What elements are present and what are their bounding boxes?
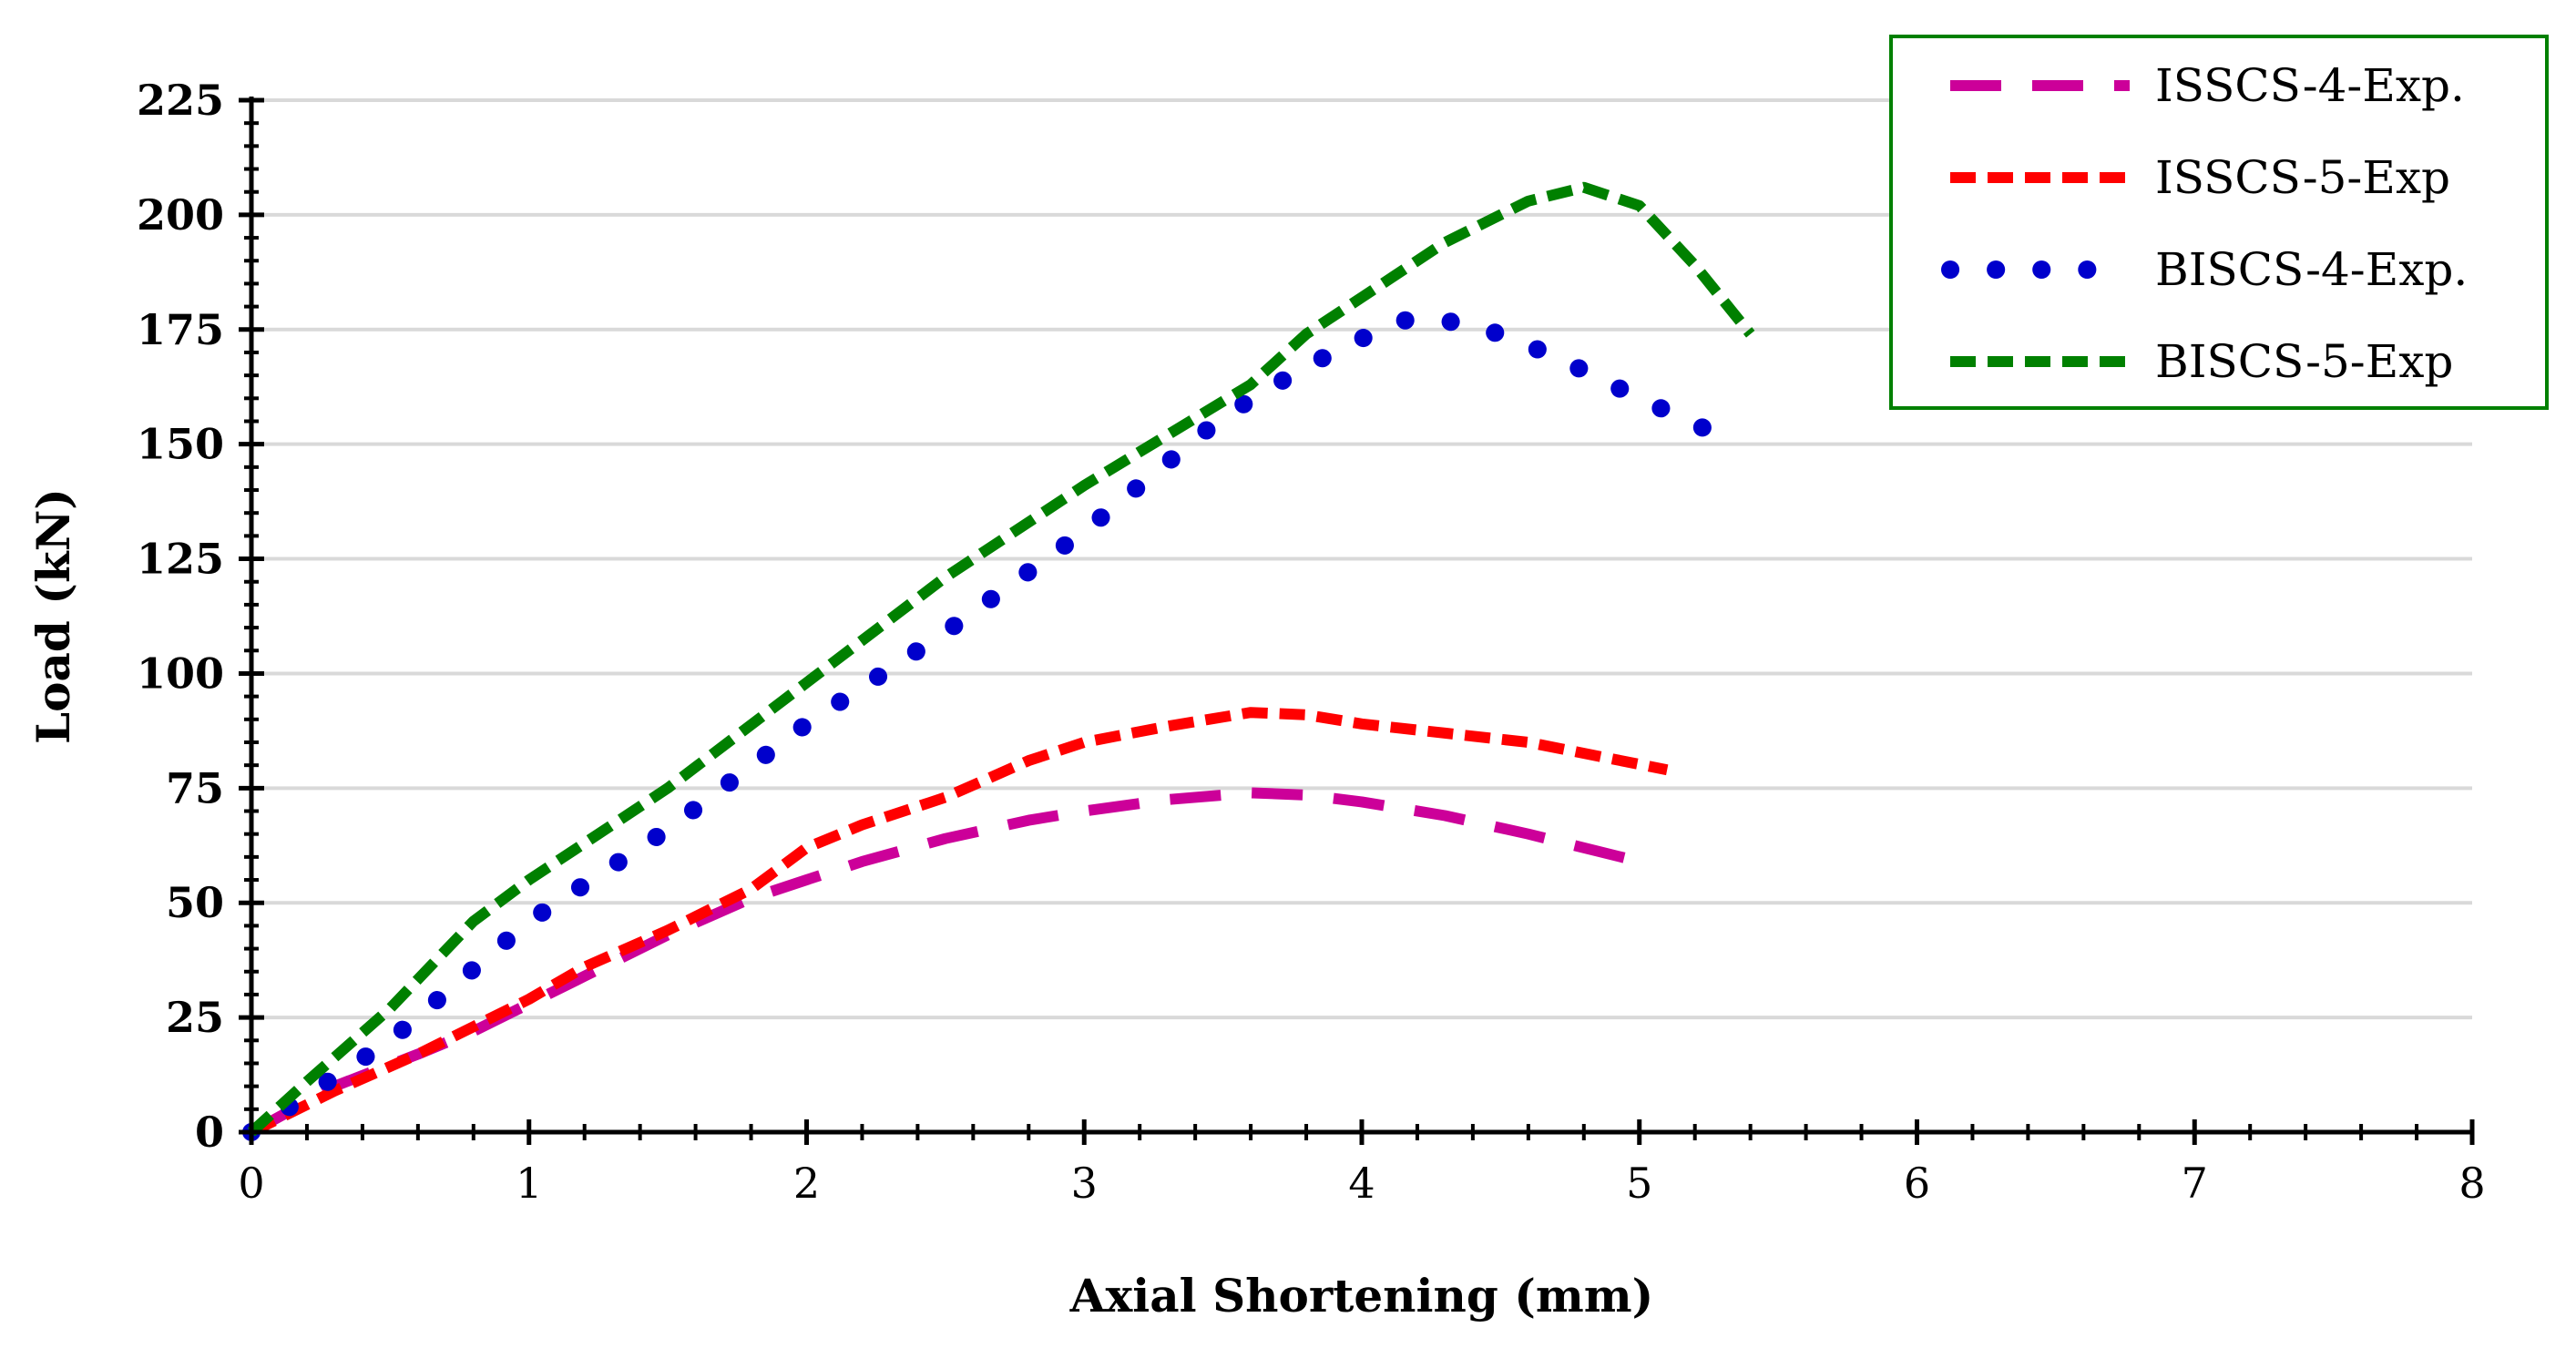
legend-box (1889, 35, 2549, 410)
legend-label-0: ISSCS-4-Exp. (2155, 59, 2465, 112)
x-tick-label-8: 8 (2458, 1159, 2485, 1208)
legend-label-2: BISCS-4-Exp. (2155, 243, 2468, 296)
y-tick-label-4: 100 (137, 648, 224, 698)
y-tick-label-5: 125 (137, 535, 224, 584)
gridlines (251, 98, 2472, 1020)
x-axis-title: Axial Shortening (mm) (1069, 1269, 1654, 1322)
series-line-biscs-5-exp (247, 181, 1755, 1137)
x-tick-label-3: 3 (1071, 1159, 1098, 1208)
tick-labels: 0 25 50 75 100 125 150 175 200 225 0 1 2 3 4 5 6 7 8 (137, 76, 2486, 1208)
y-tick-label-2: 50 (166, 878, 224, 927)
x-tick-label-4: 4 (1348, 1159, 1375, 1208)
y-tick-label-3: 75 (166, 763, 224, 812)
y-tick-label-8: 200 (137, 190, 224, 240)
x-tick-label-7: 7 (2182, 1159, 2208, 1208)
y-tick-label-9: 225 (137, 76, 224, 125)
x-tick-label-1: 1 (516, 1159, 542, 1208)
x-tick-label-0: 0 (238, 1159, 264, 1208)
x-tick-label-6: 6 (1904, 1159, 1930, 1208)
y-tick-label-7: 175 (137, 305, 224, 354)
axes (239, 97, 2475, 1145)
series-line-isscs-5-exp (249, 707, 1669, 1138)
y-axis-title: Load (kN) (26, 488, 80, 744)
legend: ISSCS-4-Exp. ISSCS-5-Exp BISCS-4-Exp. BISCS… (1889, 35, 2549, 410)
legend-label-1: ISSCS-5-Exp (2155, 151, 2450, 204)
y-tick-label-1: 25 (166, 993, 224, 1042)
legend-label-3: BISCS-5-Exp (2155, 335, 2453, 388)
y-tick-label-6: 150 (137, 420, 224, 469)
x-tick-label-2: 2 (793, 1159, 820, 1208)
y-tick-label-0: 0 (195, 1108, 224, 1157)
series-lines (242, 181, 1755, 1141)
x-tick-label-5: 5 (1626, 1159, 1652, 1208)
series-line-isscs-4-exp (249, 787, 1641, 1138)
series-line-biscs-4-exp (242, 311, 1738, 1141)
